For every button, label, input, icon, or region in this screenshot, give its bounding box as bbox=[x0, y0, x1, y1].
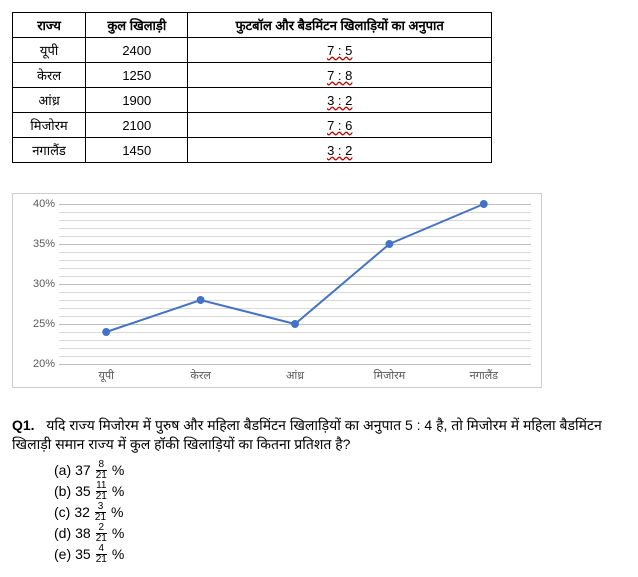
cell-total: 2100 bbox=[86, 113, 188, 138]
answer-option: (d) 38 221% bbox=[54, 523, 626, 544]
chart-marker bbox=[385, 240, 393, 248]
table-row: मिजोरम21007 : 6 bbox=[13, 113, 492, 138]
option-whole: 35 bbox=[75, 481, 91, 502]
option-letter: (d) bbox=[54, 523, 71, 544]
cell-total: 2400 bbox=[86, 38, 188, 63]
option-letter: (c) bbox=[54, 502, 70, 523]
option-whole: 37 bbox=[75, 460, 91, 481]
xaxis-label: नगालैंड bbox=[437, 368, 531, 383]
yaxis-label: 40% bbox=[25, 198, 55, 210]
data-table: राज्य कुल खिलाड़ी फुटबॉल और बैडमिंटन खिल… bbox=[12, 12, 492, 163]
cell-state: केरल bbox=[13, 63, 86, 88]
cell-ratio: 7 : 8 bbox=[188, 63, 492, 88]
header-total: कुल खिलाड़ी bbox=[86, 13, 188, 38]
answer-option: (a) 37 821% bbox=[54, 460, 626, 481]
answer-option: (b) 35 1121% bbox=[54, 481, 626, 502]
option-fraction: 221 bbox=[96, 523, 107, 544]
option-letter: (b) bbox=[54, 481, 71, 502]
table-row: केरल12507 : 8 bbox=[13, 63, 492, 88]
cell-total: 1450 bbox=[86, 138, 188, 163]
table-row: आंध्र19003 : 2 bbox=[13, 88, 492, 113]
cell-ratio: 7 : 6 bbox=[188, 113, 492, 138]
chart-line bbox=[59, 204, 531, 364]
xaxis-label: आंध्र bbox=[248, 368, 342, 383]
chart-marker bbox=[480, 200, 488, 208]
answer-option: (c) 32 321% bbox=[54, 502, 626, 523]
cell-ratio: 3 : 2 bbox=[188, 88, 492, 113]
chart-marker bbox=[197, 296, 205, 304]
xaxis-label: मिजोरम bbox=[342, 368, 436, 383]
option-fraction: 1121 bbox=[96, 481, 107, 502]
line-chart: 20% 25% 30% 35% 40% यूपीकेरलआंध्रमिजोरमनगालै… bbox=[12, 193, 542, 388]
cell-state: यूपी bbox=[13, 38, 86, 63]
question-label: Q1. bbox=[12, 417, 35, 433]
chart-marker bbox=[291, 320, 299, 328]
cell-state: नगालैंड bbox=[13, 138, 86, 163]
chart-xaxis: यूपीकेरलआंध्रमिजोरमनगालैंड bbox=[59, 364, 531, 383]
option-tail: % bbox=[112, 460, 124, 481]
option-tail: % bbox=[111, 502, 123, 523]
xaxis-label: केरल bbox=[153, 368, 247, 383]
yaxis-label: 20% bbox=[25, 358, 55, 370]
table-row: यूपी24007 : 5 bbox=[13, 38, 492, 63]
option-whole: 38 bbox=[75, 523, 91, 544]
yaxis-label: 25% bbox=[25, 318, 55, 330]
option-whole: 32 bbox=[74, 502, 90, 523]
chart-series-line bbox=[106, 204, 484, 332]
question-text: यदि राज्य मिजोरम में पुरुष और महिला बैडम… bbox=[12, 417, 602, 452]
cell-state: आंध्र bbox=[13, 88, 86, 113]
chart-marker bbox=[102, 328, 110, 336]
option-fraction: 821 bbox=[96, 460, 107, 481]
cell-ratio: 3 : 2 bbox=[188, 138, 492, 163]
option-tail: % bbox=[112, 481, 124, 502]
cell-state: मिजोरम bbox=[13, 113, 86, 138]
table-header-row: राज्य कुल खिलाड़ी फुटबॉल और बैडमिंटन खिल… bbox=[13, 13, 492, 38]
cell-ratio: 7 : 5 bbox=[188, 38, 492, 63]
cell-total: 1250 bbox=[86, 63, 188, 88]
header-state: राज्य bbox=[13, 13, 86, 38]
option-fraction: 321 bbox=[95, 502, 106, 523]
option-letter: (a) bbox=[54, 460, 71, 481]
yaxis-label: 35% bbox=[25, 238, 55, 250]
table-row: नगालैंड14503 : 2 bbox=[13, 138, 492, 163]
xaxis-label: यूपी bbox=[59, 368, 153, 383]
option-tail: % bbox=[112, 523, 124, 544]
header-ratio: फुटबॉल और बैडमिंटन खिलाड़ियों का अनुपात bbox=[188, 13, 492, 38]
gridline bbox=[59, 364, 531, 365]
answer-options: (a) 37 821% (b) 35 1121% (c) 32 321% (d) 38 221… bbox=[54, 460, 626, 565]
question: Q1. यदि राज्य मिजोरम में पुरुष और महिला … bbox=[12, 416, 626, 454]
cell-total: 1900 bbox=[86, 88, 188, 113]
yaxis-label: 30% bbox=[25, 278, 55, 290]
